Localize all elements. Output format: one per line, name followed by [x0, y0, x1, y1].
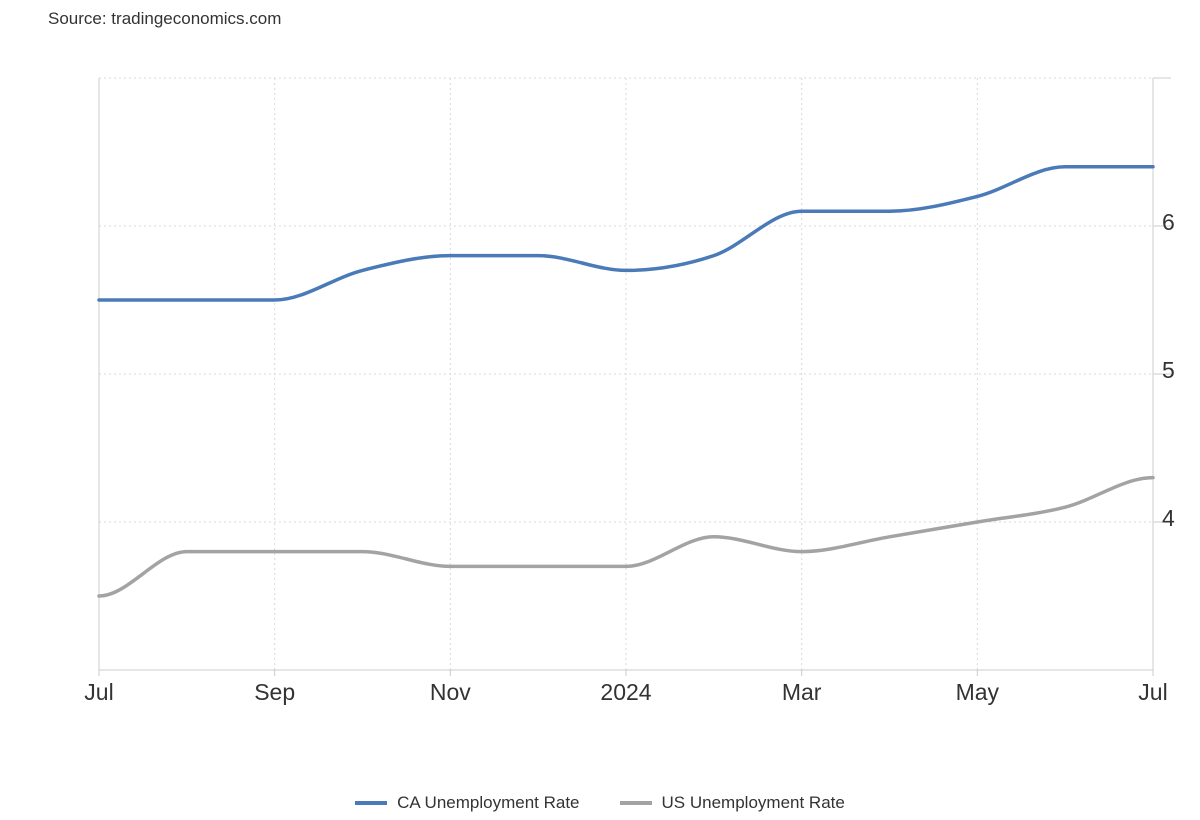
legend-item-ca[interactable]: CA Unemployment Rate	[355, 793, 580, 813]
series-line-ca	[97, 165, 1155, 302]
legend-label-ca: CA Unemployment Rate	[397, 793, 580, 812]
legend-label-us: US Unemployment Rate	[661, 793, 845, 812]
x-tick-label: Sep	[254, 679, 295, 705]
y-tick-label: 5	[1162, 357, 1175, 383]
x-axis-ticks: Jul Sep Nov 2024 Mar May Jul	[84, 679, 1167, 705]
y-axis-ticks: 4 5 6	[1162, 209, 1175, 531]
line-chart: Jul Sep Nov 2024 Mar May Jul 4 5 6	[84, 77, 1175, 705]
y-tick-label: 4	[1162, 505, 1175, 531]
series-lines	[97, 165, 1155, 598]
grid-lines	[99, 77, 1153, 670]
legend-swatch-us	[619, 801, 652, 805]
x-tick-label: Jul	[1138, 679, 1167, 705]
legend: CA Unemployment Rate US Unemployment Rat…	[0, 793, 1200, 813]
axes	[98, 77, 1171, 676]
source-label: Source: tradingeconomics.com	[48, 9, 282, 28]
legend-swatch-ca	[355, 801, 388, 805]
legend-item-us[interactable]: US Unemployment Rate	[619, 793, 845, 813]
x-tick-label: Mar	[782, 679, 822, 705]
x-tick-label: Jul	[84, 679, 113, 705]
x-tick-label: May	[956, 679, 1000, 705]
x-tick-label: Nov	[430, 679, 471, 705]
series-line-us	[97, 475, 1155, 598]
y-tick-label: 6	[1162, 209, 1175, 235]
x-tick-label: 2024	[600, 679, 651, 705]
